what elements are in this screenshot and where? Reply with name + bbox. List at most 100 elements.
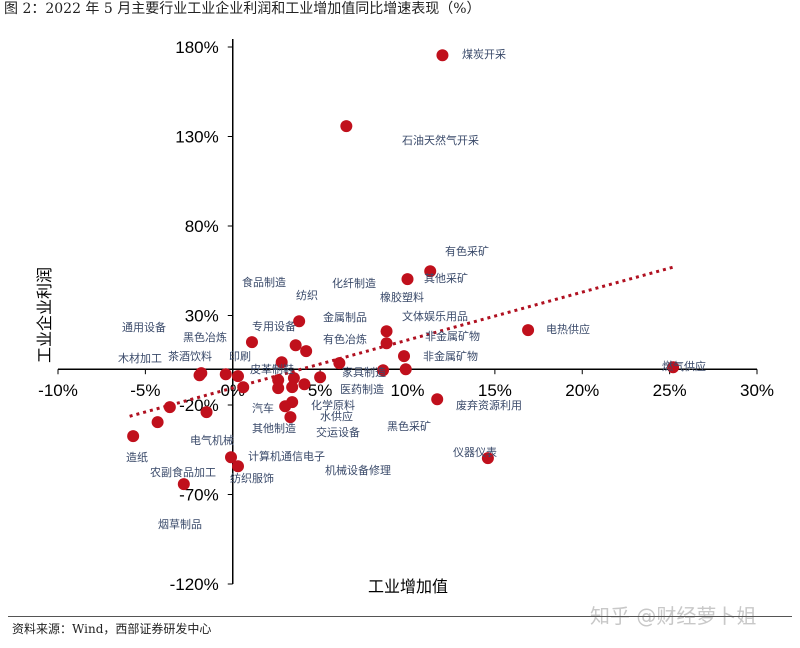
point-label: 化学原料: [311, 398, 355, 412]
figure-title: 图 2：2022 年 5 月主要行业工业企业利润和工业增加值同比增速表现（%）: [4, 1, 481, 17]
x-tick-label: -5%: [130, 381, 160, 400]
data-point: [284, 411, 297, 424]
point-label: 机械设备修理: [325, 463, 391, 477]
trendline: [129, 265, 674, 418]
point-label: 电气机械: [190, 433, 234, 447]
point-label: 烟草制品: [158, 517, 202, 531]
data-point: [275, 356, 288, 369]
data-point: [127, 430, 140, 443]
point-label: 橡胶塑料: [380, 290, 424, 304]
data-point: [399, 363, 412, 376]
divider: [8, 616, 792, 617]
y-tick-label: -120%: [170, 575, 219, 594]
y-tick-label: 30%: [185, 307, 219, 326]
point-label: 家具制造: [342, 365, 386, 379]
data-point: [289, 339, 302, 352]
point-label: 煤炭开采: [462, 48, 506, 61]
point-label: 化纤制造: [332, 276, 376, 290]
data-point: [298, 378, 311, 391]
data-point: [522, 324, 535, 337]
point-label: 水供应: [320, 409, 353, 423]
point-label: 皮革制鞋: [250, 362, 294, 376]
watermark: 知乎 @财经萝卜姐: [590, 604, 757, 628]
data-point: [219, 368, 232, 381]
point-label: 黑色冶炼: [183, 330, 227, 344]
point-label: 造纸: [126, 450, 148, 464]
data-point: [195, 367, 208, 380]
x-tick-label: 15%: [478, 381, 512, 400]
x-tick-label: 10%: [390, 381, 424, 400]
point-label: 黑色采矿: [387, 419, 431, 433]
point-label: 其他制造: [252, 421, 296, 435]
point-label: 纺织: [296, 288, 318, 302]
data-point: [287, 372, 300, 385]
point-label: 非金属矿物: [425, 329, 480, 343]
point-label: 石油天然气开采: [402, 133, 479, 147]
point-label: 燃气供应: [662, 359, 706, 373]
point-label: 仪器仪表: [453, 445, 497, 459]
data-point: [431, 393, 444, 406]
y-tick-label: -20%: [179, 396, 219, 415]
point-label: 交运设备: [316, 425, 360, 439]
point-label: 计算机通信电子: [248, 449, 325, 463]
data-point: [237, 381, 250, 394]
data-point: [293, 315, 306, 328]
point-label: 印刷: [229, 350, 251, 363]
data-point: [245, 336, 258, 349]
x-tick-label: 5%: [308, 381, 333, 400]
data-point: [200, 406, 213, 419]
y-tick-label: -70%: [179, 486, 219, 505]
data-point: [177, 478, 190, 491]
data-point: [667, 361, 680, 374]
point-label: 茶酒饮料: [168, 349, 212, 363]
y-tick-label: 130%: [175, 128, 218, 147]
x-tick-label: -10%: [38, 381, 78, 400]
data-point: [231, 460, 244, 473]
data-point: [481, 452, 494, 465]
point-label: 专用设备: [252, 319, 296, 333]
point-label: 有色采矿: [445, 244, 489, 258]
point-label: 非金属矿物: [423, 349, 478, 363]
data-point: [231, 370, 244, 383]
point-label: 通用设备: [122, 320, 166, 334]
x-tick-label: 25%: [653, 381, 687, 400]
point-label: 纺织服饰: [230, 471, 274, 485]
data-point: [300, 345, 313, 358]
point-label: 汽车: [252, 401, 274, 415]
data-point: [333, 357, 346, 370]
data-point: [424, 265, 437, 278]
data-point: [401, 273, 414, 286]
point-label: 农副食品加工: [150, 465, 216, 479]
data-point: [380, 325, 393, 338]
y-tick-label: 80%: [185, 217, 219, 236]
data-point: [279, 400, 292, 413]
data-point: [398, 350, 411, 363]
point-label: 木材加工: [118, 351, 162, 365]
y-axis-label: 工业企业利润: [36, 267, 54, 363]
data-point: [380, 337, 393, 350]
point-label: 食品制造: [242, 275, 286, 289]
data-point: [225, 451, 238, 464]
data-point: [340, 120, 353, 133]
y-tick-label: 180%: [175, 38, 218, 57]
point-label: 电热供应: [546, 322, 590, 336]
x-tick-label: 30%: [740, 381, 774, 400]
data-point: [314, 371, 327, 384]
x-tick-label: 20%: [565, 381, 599, 400]
x-axis-label: 工业增加值: [368, 578, 448, 596]
data-point: [151, 416, 164, 429]
point-label: 文体娱乐用品: [402, 309, 468, 323]
data-point: [286, 381, 299, 394]
point-label: 其他采矿: [424, 272, 468, 285]
data-point: [163, 401, 176, 414]
point-label: 金属制品: [323, 310, 367, 324]
point-label: 医药制造: [340, 382, 384, 396]
point-label: 有色冶炼: [323, 332, 367, 346]
point-label: 废弃资源利用: [456, 398, 522, 412]
source-note: 资料来源：Wind，西部证券研发中心: [12, 622, 212, 636]
data-point: [436, 49, 449, 62]
data-point: [272, 382, 285, 395]
data-point: [377, 364, 390, 377]
